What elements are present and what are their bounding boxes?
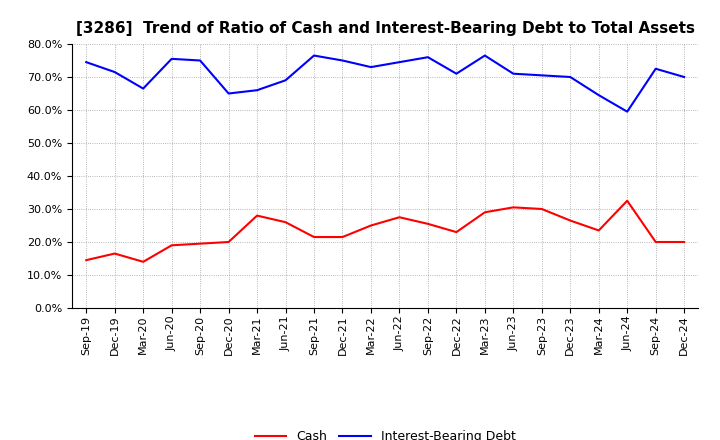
Interest-Bearing Debt (139, 86, 148, 91)
Cash (110, 251, 119, 256)
Cash (595, 228, 603, 233)
Interest-Bearing Debt (680, 74, 688, 80)
Interest-Bearing Debt (595, 92, 603, 98)
Interest-Bearing Debt (566, 74, 575, 80)
Legend: Cash, Interest-Bearing Debt: Cash, Interest-Bearing Debt (250, 425, 521, 440)
Cash (366, 223, 375, 228)
Cash (395, 215, 404, 220)
Cash (452, 230, 461, 235)
Cash (566, 218, 575, 223)
Cash (282, 220, 290, 225)
Interest-Bearing Debt (509, 71, 518, 76)
Interest-Bearing Debt (537, 73, 546, 78)
Interest-Bearing Debt (338, 58, 347, 63)
Interest-Bearing Debt (167, 56, 176, 62)
Cash (509, 205, 518, 210)
Cash (225, 239, 233, 245)
Title: [3286]  Trend of Ratio of Cash and Interest-Bearing Debt to Total Assets: [3286] Trend of Ratio of Cash and Intere… (76, 21, 695, 36)
Cash (196, 241, 204, 246)
Interest-Bearing Debt (310, 53, 318, 58)
Interest-Bearing Debt (623, 109, 631, 114)
Cash (338, 235, 347, 240)
Cash (623, 198, 631, 203)
Cash (253, 213, 261, 218)
Cash (167, 243, 176, 248)
Cash (139, 259, 148, 264)
Line: Cash: Cash (86, 201, 684, 262)
Cash (423, 221, 432, 227)
Interest-Bearing Debt (110, 70, 119, 75)
Interest-Bearing Debt (225, 91, 233, 96)
Interest-Bearing Debt (452, 71, 461, 76)
Cash (310, 235, 318, 240)
Interest-Bearing Debt (480, 53, 489, 58)
Interest-Bearing Debt (82, 59, 91, 65)
Interest-Bearing Debt (652, 66, 660, 71)
Interest-Bearing Debt (282, 77, 290, 83)
Interest-Bearing Debt (423, 55, 432, 60)
Interest-Bearing Debt (366, 64, 375, 70)
Interest-Bearing Debt (196, 58, 204, 63)
Interest-Bearing Debt (395, 59, 404, 65)
Cash (652, 239, 660, 245)
Line: Interest-Bearing Debt: Interest-Bearing Debt (86, 55, 684, 112)
Cash (537, 206, 546, 212)
Cash (82, 257, 91, 263)
Cash (480, 210, 489, 215)
Interest-Bearing Debt (253, 88, 261, 93)
Cash (680, 239, 688, 245)
